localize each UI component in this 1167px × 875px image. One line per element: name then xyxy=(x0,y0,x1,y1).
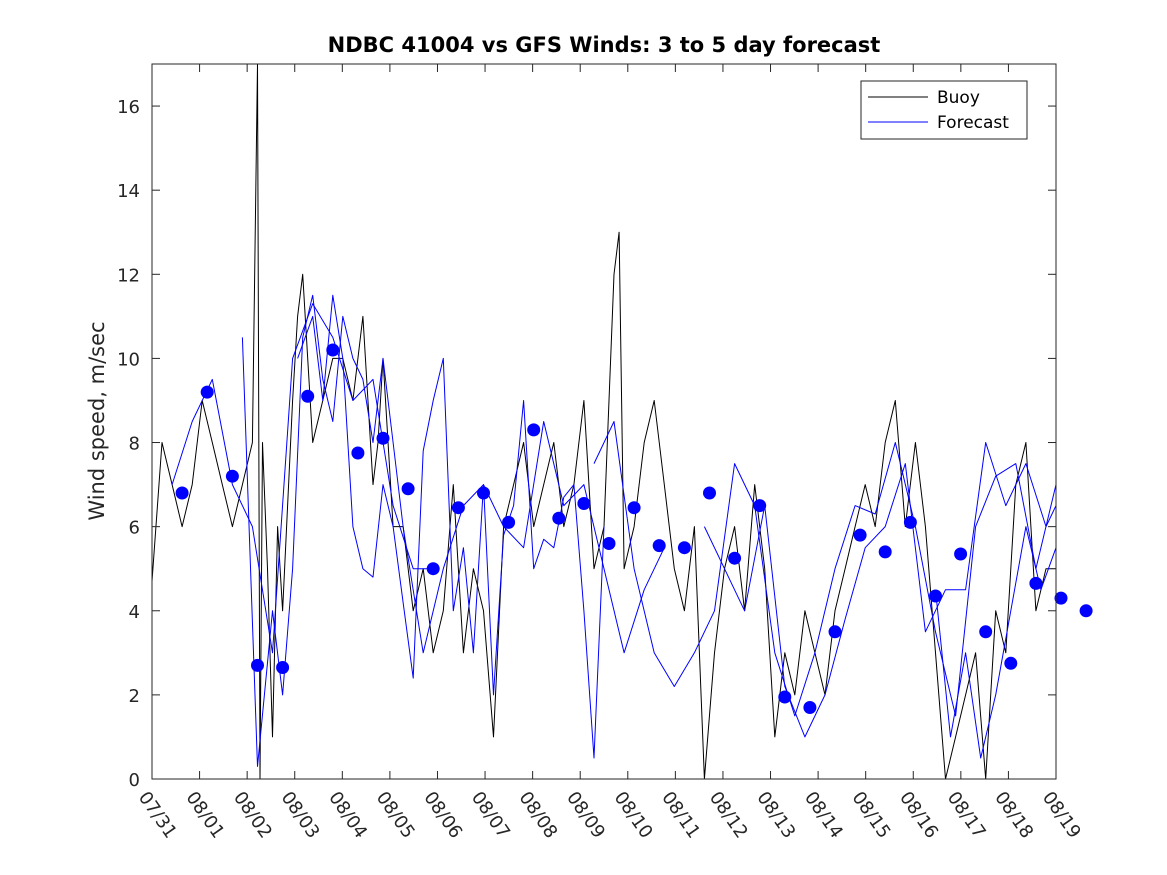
chart-title: NDBC 41004 vs GFS Winds: 3 to 5 day fore… xyxy=(328,33,881,57)
forecast-marker-35 xyxy=(1054,591,1068,605)
forecast-marker-3 xyxy=(251,658,264,672)
forecast-marker-1 xyxy=(200,385,214,399)
y-tick-label: 0 xyxy=(129,770,140,791)
y-axis: 0 2 4 6 8 10 12 14 16 xyxy=(117,97,1056,791)
forecast-marker-21 xyxy=(703,486,716,500)
forecast-marker-0 xyxy=(175,486,189,500)
y-tick-label: 4 xyxy=(129,602,140,623)
forecast-marker-13 xyxy=(502,515,516,529)
forecast-marker-4 xyxy=(276,661,290,674)
forecast-marker-11 xyxy=(451,501,465,515)
legend-box xyxy=(860,80,1028,140)
forecast-marker-36 xyxy=(1079,604,1093,618)
forecast-marker-15 xyxy=(552,511,566,525)
forecast-marker-17 xyxy=(602,537,616,550)
forecast-marker-7 xyxy=(351,446,365,460)
forecast-marker-29 xyxy=(903,515,917,529)
axes-box xyxy=(151,63,1057,780)
forecast-marker-20 xyxy=(677,541,691,555)
series-line-forecast-3 xyxy=(297,294,605,759)
forecast-marker-9 xyxy=(401,482,415,496)
series-line-buoy-0 xyxy=(151,63,1056,780)
y-tick-label: 12 xyxy=(117,265,140,286)
forecast-marker-12 xyxy=(477,486,490,500)
legend: Buoy Forecast xyxy=(860,80,1028,140)
forecast-marker-22 xyxy=(728,551,742,565)
series-layer xyxy=(151,63,1057,780)
y-tick-label: 6 xyxy=(129,518,140,539)
forecast-marker-2 xyxy=(225,469,239,483)
legend-label-buoy: Buoy xyxy=(937,88,980,108)
forecast-marker-27 xyxy=(853,528,867,542)
forecast-marker-26 xyxy=(828,625,842,639)
forecast-marker-10 xyxy=(426,562,440,576)
series-line-forecast-4 xyxy=(593,421,1057,717)
forecast-marker-6 xyxy=(326,343,340,357)
forecast-marker-16 xyxy=(577,497,591,510)
forecast-marker-28 xyxy=(878,545,892,559)
forecast-marker-14 xyxy=(527,423,541,437)
forecast-marker-19 xyxy=(652,539,666,553)
forecast-marker-31 xyxy=(954,547,968,561)
y-tick-label: 2 xyxy=(129,686,140,707)
forecast-marker-32 xyxy=(979,625,993,639)
forecast-marker-34 xyxy=(1029,576,1043,590)
forecast-marker-25 xyxy=(803,701,817,714)
forecast-marker-23 xyxy=(753,499,767,513)
y-tick-label: 8 xyxy=(129,434,140,455)
forecast-marker-8 xyxy=(376,431,390,445)
plot-area xyxy=(152,64,1056,779)
y-tick-label: 16 xyxy=(117,97,140,118)
forecast-marker-33 xyxy=(1004,656,1018,670)
y-tick-label: 14 xyxy=(117,181,140,202)
marker-layer xyxy=(175,343,1093,714)
forecast-marker-18 xyxy=(627,501,641,515)
y-tick-label: 10 xyxy=(117,349,140,370)
forecast-marker-30 xyxy=(929,589,942,603)
series-line-forecast-2 xyxy=(241,294,665,767)
legend-label-forecast: Forecast xyxy=(937,113,1009,133)
series-line-forecast-1 xyxy=(171,303,434,654)
forecast-marker-5 xyxy=(301,389,315,403)
y-axis-label: Wind speed, m/sec xyxy=(85,321,109,520)
series-line-forecast-6 xyxy=(935,526,1057,759)
forecast-marker-24 xyxy=(778,690,792,704)
